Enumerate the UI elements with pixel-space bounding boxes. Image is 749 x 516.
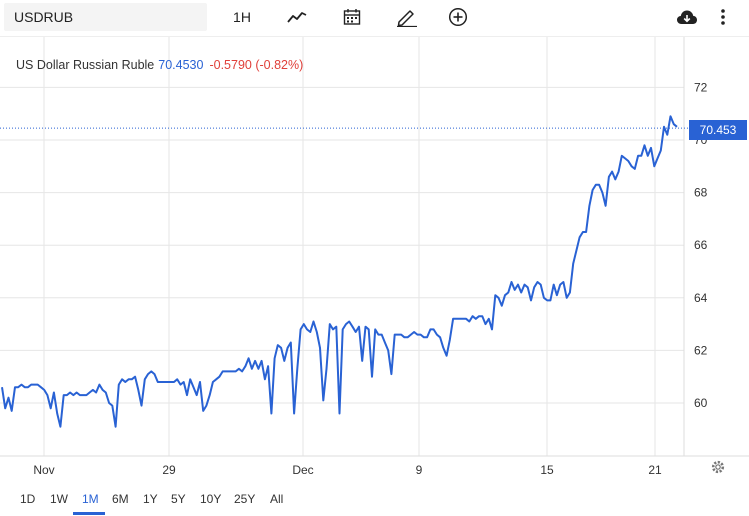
range-button-1m[interactable]: 1M (82, 492, 99, 506)
x-tick-label: 15 (540, 463, 554, 477)
pencil-draw-icon[interactable] (392, 4, 422, 30)
add-circle-icon[interactable] (444, 4, 472, 30)
cloud-download-icon[interactable] (674, 4, 700, 30)
chart-type-line-icon[interactable] (282, 4, 312, 30)
y-tick-label: 68 (694, 186, 708, 200)
price-change: -0.5790 (-0.82%) (209, 58, 304, 72)
chart-grid (0, 37, 749, 457)
chart-legend: US Dollar Russian Ruble 70.4530 -0.5790 (-… (16, 58, 303, 72)
x-tick-label: 21 (648, 463, 662, 477)
symbol-search-input[interactable]: USDRUB (4, 3, 207, 31)
interval-button[interactable]: 1H (233, 9, 251, 25)
range-button-5y[interactable]: 5Y (171, 492, 186, 506)
y-tick-label: 62 (694, 343, 708, 357)
range-button-1d[interactable]: 1D (20, 492, 36, 506)
range-button-10y[interactable]: 10Y (200, 492, 222, 506)
x-tick-label: Nov (33, 463, 54, 477)
x-tick-label: Dec (292, 463, 313, 477)
range-button-6m[interactable]: 6M (112, 492, 129, 506)
price-series-line (1, 115, 678, 428)
instrument-name: US Dollar Russian Ruble (16, 58, 155, 72)
settings-gear-icon[interactable] (711, 460, 725, 474)
y-tick-label: 60 (694, 396, 708, 410)
range-button-1y[interactable]: 1Y (143, 492, 158, 506)
y-tick-label: 66 (694, 238, 708, 252)
y-tick-label: 64 (694, 291, 708, 305)
x-tick-label: 9 (416, 463, 423, 477)
range-selector: 1D 1W 1M 6M 1Y 5Y 10Y 25Y All (0, 482, 749, 516)
range-button-25y[interactable]: 25Y (234, 492, 256, 506)
x-axis: Nov 29 Dec 9 15 21 (33, 463, 662, 477)
active-range-indicator (73, 512, 105, 515)
last-price: 70.4530 (158, 58, 204, 72)
y-tick-label: 72 (694, 80, 708, 94)
x-tick-label: 29 (162, 463, 176, 477)
range-button-all[interactable]: All (270, 492, 284, 506)
range-button-1w[interactable]: 1W (50, 492, 68, 506)
toolbar: USDRUB 1H (0, 0, 749, 37)
last-price-tag: 70.453 (689, 120, 747, 140)
more-vertical-icon[interactable] (714, 4, 732, 30)
calendar-icon[interactable] (337, 4, 367, 30)
